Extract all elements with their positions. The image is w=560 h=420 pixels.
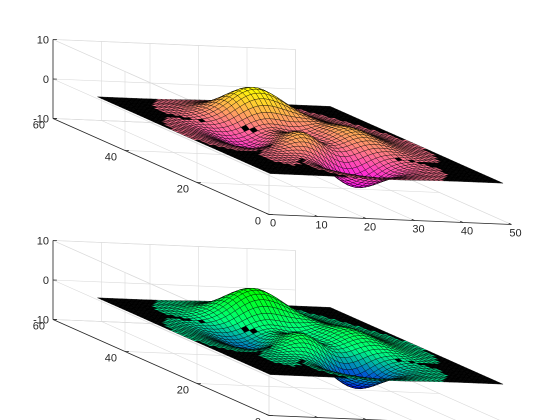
y-tick-label: 0 [255, 216, 261, 228]
x-axis-line [268, 415, 388, 420]
surface [97, 87, 504, 188]
x-tick-mark [266, 212, 270, 215]
x-gridline [149, 122, 367, 219]
z-tick-label: -10 [33, 315, 49, 327]
x-gridline [101, 120, 318, 217]
z-gridline [52, 240, 296, 251]
z-gridline [52, 279, 296, 291]
x-axis-line [268, 214, 512, 225]
z-tick-label: 10 [37, 236, 49, 248]
y-gridline [196, 383, 440, 394]
y-tick-label: 40 [105, 152, 117, 164]
y-tick-label: 20 [177, 385, 189, 397]
x-tick-label: 40 [461, 226, 473, 238]
z-tick-label: -10 [33, 114, 49, 126]
x-tick-mark [266, 413, 270, 416]
y-gridline [196, 182, 440, 193]
x-tick-label: 30 [412, 224, 424, 236]
z-gridline [52, 78, 296, 90]
z-tick-label: 10 [37, 35, 49, 47]
y-tick-label: 20 [177, 184, 189, 196]
z-gridline [52, 39, 296, 50]
x-tick-label: 50 [509, 228, 521, 240]
x-tick-label: 0 [270, 218, 276, 230]
x-tick-label: 10 [315, 220, 327, 232]
y-gridline [268, 415, 386, 420]
z-tick-label: 0 [43, 275, 49, 287]
z-gridline [52, 78, 270, 176]
x-tick-label: 20 [364, 222, 376, 234]
y-tick-label: 0 [255, 417, 261, 420]
z-tick-label: 0 [43, 74, 49, 86]
y-tick-label: 40 [105, 353, 117, 365]
surface [97, 288, 504, 389]
